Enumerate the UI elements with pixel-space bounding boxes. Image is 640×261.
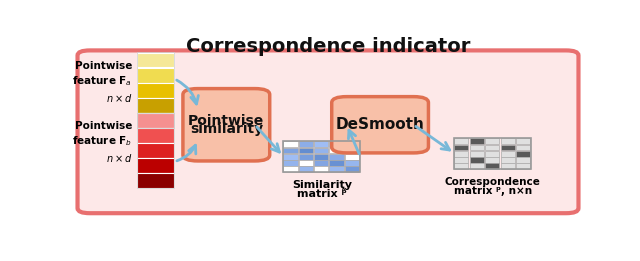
FancyBboxPatch shape xyxy=(183,88,269,161)
FancyBboxPatch shape xyxy=(332,97,428,153)
Text: $n \times d$: $n \times d$ xyxy=(106,92,132,104)
Text: Correspondence: Correspondence xyxy=(445,177,541,187)
Bar xyxy=(314,147,328,153)
Bar xyxy=(516,157,530,163)
Bar xyxy=(330,141,344,147)
Bar xyxy=(345,166,359,172)
Bar xyxy=(454,138,531,169)
Bar xyxy=(137,68,174,82)
Text: matrix ᵖ, n×n: matrix ᵖ, n×n xyxy=(454,186,532,196)
Bar xyxy=(345,154,359,159)
Bar xyxy=(470,138,484,144)
Bar xyxy=(284,147,298,153)
Bar xyxy=(314,141,328,147)
Bar xyxy=(345,147,359,153)
Bar xyxy=(470,163,484,169)
Bar xyxy=(137,158,174,173)
Bar xyxy=(485,163,499,169)
Bar xyxy=(345,160,359,166)
FancyBboxPatch shape xyxy=(77,50,579,213)
Bar xyxy=(500,138,515,144)
Bar xyxy=(330,147,344,153)
Text: Pointwise: Pointwise xyxy=(75,121,132,131)
Bar xyxy=(137,113,174,128)
Bar xyxy=(137,113,174,188)
Bar xyxy=(330,154,344,159)
Bar xyxy=(314,166,328,172)
Bar xyxy=(137,98,174,113)
Bar xyxy=(330,166,344,172)
Text: matrix ᵖ̃: matrix ᵖ̃ xyxy=(297,189,347,199)
Bar xyxy=(299,141,313,147)
Bar xyxy=(314,160,328,166)
Bar xyxy=(137,143,174,158)
Bar xyxy=(500,157,515,163)
Bar xyxy=(299,166,313,172)
Bar xyxy=(284,154,298,159)
Bar xyxy=(330,160,344,166)
Bar xyxy=(284,160,298,166)
Bar xyxy=(516,163,530,169)
Bar xyxy=(500,145,515,150)
Bar xyxy=(470,157,484,163)
Text: DeSmooth: DeSmooth xyxy=(335,117,424,132)
Bar xyxy=(470,145,484,150)
Bar xyxy=(516,145,530,150)
Bar xyxy=(485,138,499,144)
Text: Pointwise: Pointwise xyxy=(188,114,264,128)
Bar xyxy=(516,151,530,157)
Bar xyxy=(299,160,313,166)
Bar xyxy=(500,163,515,169)
Bar xyxy=(299,154,313,159)
Bar xyxy=(454,151,468,157)
Bar xyxy=(137,52,174,128)
Text: Similarity: Similarity xyxy=(292,180,352,190)
Bar xyxy=(454,163,468,169)
Bar xyxy=(345,141,359,147)
Text: Pointwise: Pointwise xyxy=(75,61,132,71)
Bar xyxy=(137,128,174,143)
Bar xyxy=(314,154,328,159)
Bar xyxy=(284,141,360,172)
Bar xyxy=(284,166,298,172)
Bar xyxy=(137,113,174,128)
Bar xyxy=(137,174,174,188)
Text: feature F$_a$: feature F$_a$ xyxy=(72,74,132,88)
Bar xyxy=(500,151,515,157)
Bar xyxy=(485,145,499,150)
Bar xyxy=(137,83,174,98)
Text: feature F$_b$: feature F$_b$ xyxy=(72,134,132,148)
Bar xyxy=(454,157,468,163)
Bar xyxy=(485,157,499,163)
Text: similarity: similarity xyxy=(189,122,263,135)
Bar xyxy=(299,147,313,153)
Bar xyxy=(137,53,174,68)
Bar xyxy=(516,138,530,144)
Bar xyxy=(470,151,484,157)
Text: $n \times d$: $n \times d$ xyxy=(106,152,132,164)
Bar xyxy=(485,151,499,157)
Bar xyxy=(454,138,468,144)
Text: Correspondence indicator: Correspondence indicator xyxy=(186,37,470,56)
Bar xyxy=(284,141,298,147)
Bar xyxy=(454,145,468,150)
